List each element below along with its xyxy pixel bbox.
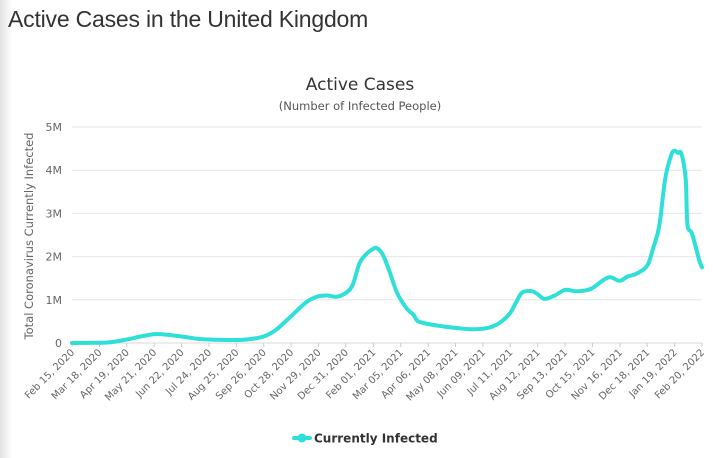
y-axis-ticks: 0 1M 2M 3M 4M 5M <box>46 121 63 350</box>
y-tick-label: 1M <box>46 294 63 307</box>
y-tick-label: 5M <box>46 121 63 134</box>
series-layer <box>70 148 704 345</box>
chart-gridlines <box>72 126 702 344</box>
chart-subtitle: (Number of Infected People) <box>279 99 441 113</box>
y-tick-label: 4M <box>46 164 63 177</box>
page-left-shadow <box>0 0 12 458</box>
y-tick-label: 3M <box>46 207 63 220</box>
page-heading: Active Cases in the United Kingdom <box>8 6 369 32</box>
legend-marker-icon <box>297 433 307 443</box>
legend-label-currently-infected[interactable]: Currently Infected <box>314 432 438 446</box>
legend[interactable]: Currently Infected <box>292 432 438 446</box>
x-tick-label: Feb 20, 2022 <box>653 347 707 401</box>
y-tick-label: 2M <box>46 251 63 264</box>
series-line-currently-infected[interactable] <box>70 148 704 345</box>
y-tick-label: 0 <box>55 337 62 350</box>
y-axis-label: Total Coronavirus Currently Infected <box>22 133 36 341</box>
chart-title: Active Cases <box>306 75 415 95</box>
